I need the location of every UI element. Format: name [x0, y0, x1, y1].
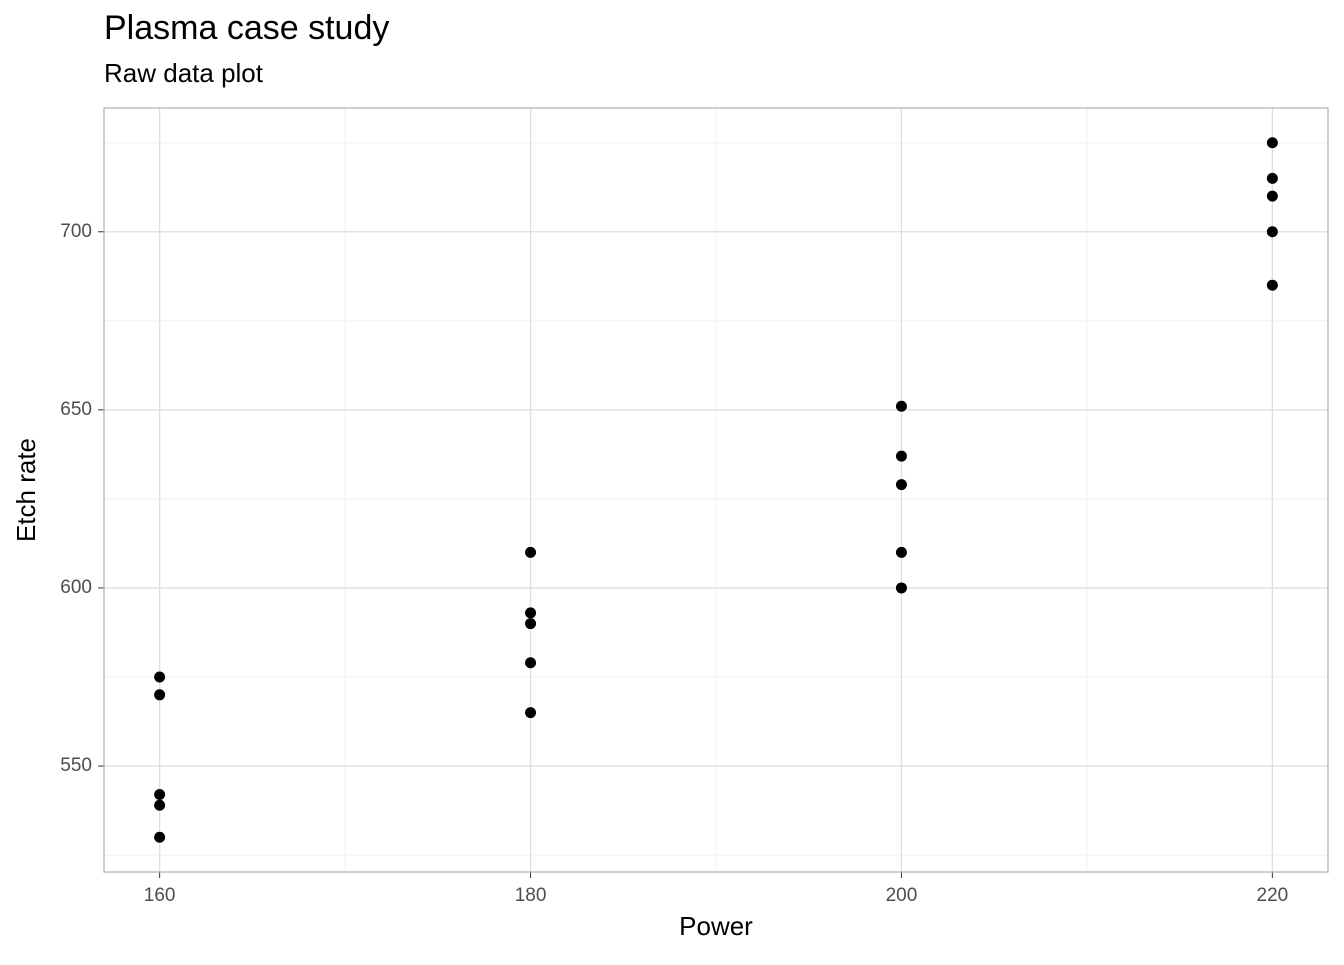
point [895, 400, 907, 412]
point [525, 618, 537, 630]
point [1266, 172, 1278, 184]
point [1266, 279, 1278, 291]
point [525, 657, 537, 669]
point [525, 607, 537, 619]
y-tick-label: 600 [60, 577, 92, 598]
point [895, 479, 907, 491]
y-tick-label: 550 [60, 755, 92, 776]
chart-subtitle: Raw data plot [104, 58, 264, 88]
point [154, 671, 166, 683]
point [895, 582, 907, 594]
x-tick-label: 220 [1257, 885, 1289, 906]
y-tick-label: 700 [60, 221, 92, 242]
point [154, 831, 166, 843]
point [895, 450, 907, 462]
y-tick-label: 650 [60, 399, 92, 420]
point [154, 799, 166, 811]
point [895, 546, 907, 558]
point [154, 689, 166, 701]
x-tick-label: 200 [886, 885, 918, 906]
x-axis-title: Power [679, 911, 753, 941]
x-tick-label: 160 [144, 885, 176, 906]
y-axis-title: Etch rate [11, 438, 41, 542]
point [525, 546, 537, 558]
point [1266, 226, 1278, 238]
x-tick-label: 180 [515, 885, 547, 906]
chart-title: Plasma case study [104, 9, 389, 47]
plot-border [103, 107, 1329, 873]
point [1266, 137, 1278, 149]
point [525, 707, 537, 719]
point [154, 789, 166, 801]
point [1266, 190, 1278, 202]
